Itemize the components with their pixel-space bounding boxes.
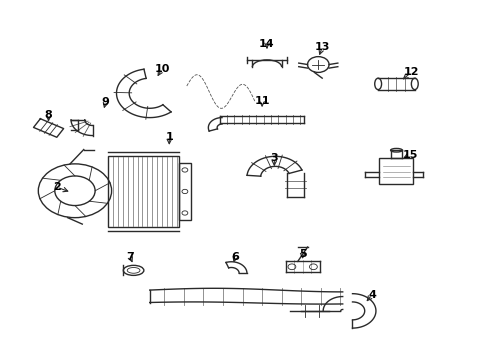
Text: 6: 6 [231,252,239,262]
Text: 7: 7 [126,252,134,262]
Bar [179,163,191,220]
Text: 4: 4 [368,290,376,300]
Text: 2: 2 [53,182,61,192]
Text: 15: 15 [402,150,418,160]
Text: 1: 1 [166,132,173,142]
Bar [108,156,179,227]
Text: 14: 14 [259,40,275,49]
Text: 12: 12 [403,67,419,77]
Text: 13: 13 [315,42,330,52]
Text: 10: 10 [154,64,170,74]
Text: 3: 3 [270,153,278,163]
Text: 8: 8 [45,111,52,121]
Text: 9: 9 [102,97,110,107]
Text: 5: 5 [299,248,306,258]
Text: 11: 11 [254,96,270,106]
Bar [379,158,413,184]
